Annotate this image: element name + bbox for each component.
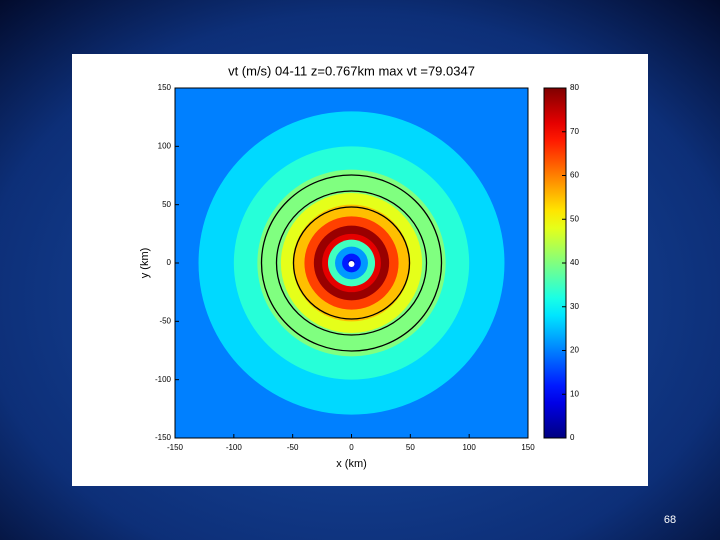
- x-tick-label: 150: [521, 443, 535, 452]
- x-tick-label: 100: [462, 443, 476, 452]
- y-tick-label: 150: [158, 83, 172, 92]
- colorbar-tick-label: 70: [570, 127, 579, 136]
- x-tick-label: -100: [226, 443, 243, 452]
- y-tick-label: -150: [155, 433, 172, 442]
- x-tick-label: 0: [349, 443, 354, 452]
- x-tick-label: 50: [406, 443, 415, 452]
- colorbar-tick-label: 80: [570, 83, 579, 92]
- y-tick-label: 0: [167, 258, 172, 267]
- y-axis-label: y (km): [139, 248, 151, 279]
- y-tick-label: 50: [162, 200, 171, 209]
- colorbar-tick-label: 40: [570, 258, 579, 267]
- colorbar-tick-label: 50: [570, 214, 579, 223]
- rings: [260, 174, 443, 352]
- colorbar-tick-label: 10: [570, 389, 579, 398]
- x-axis-label: x (km): [336, 458, 367, 470]
- colorbar-tick-label: 30: [570, 302, 579, 311]
- x-tick-label: -50: [287, 443, 299, 452]
- chart-title: vt (m/s) 04-11 z=0.767km max vt =79.0347: [228, 63, 475, 78]
- y-tick-label: -100: [155, 375, 172, 384]
- x-tick-label: -150: [167, 443, 184, 452]
- colorbar-tick-label: 60: [570, 171, 579, 180]
- page-number: 68: [664, 514, 676, 526]
- colorbar-tick-label: 0: [570, 433, 575, 442]
- colorbar-tick-label: 20: [570, 346, 579, 355]
- y-tick-label: 100: [158, 141, 172, 150]
- y-tick-label: -50: [159, 316, 171, 325]
